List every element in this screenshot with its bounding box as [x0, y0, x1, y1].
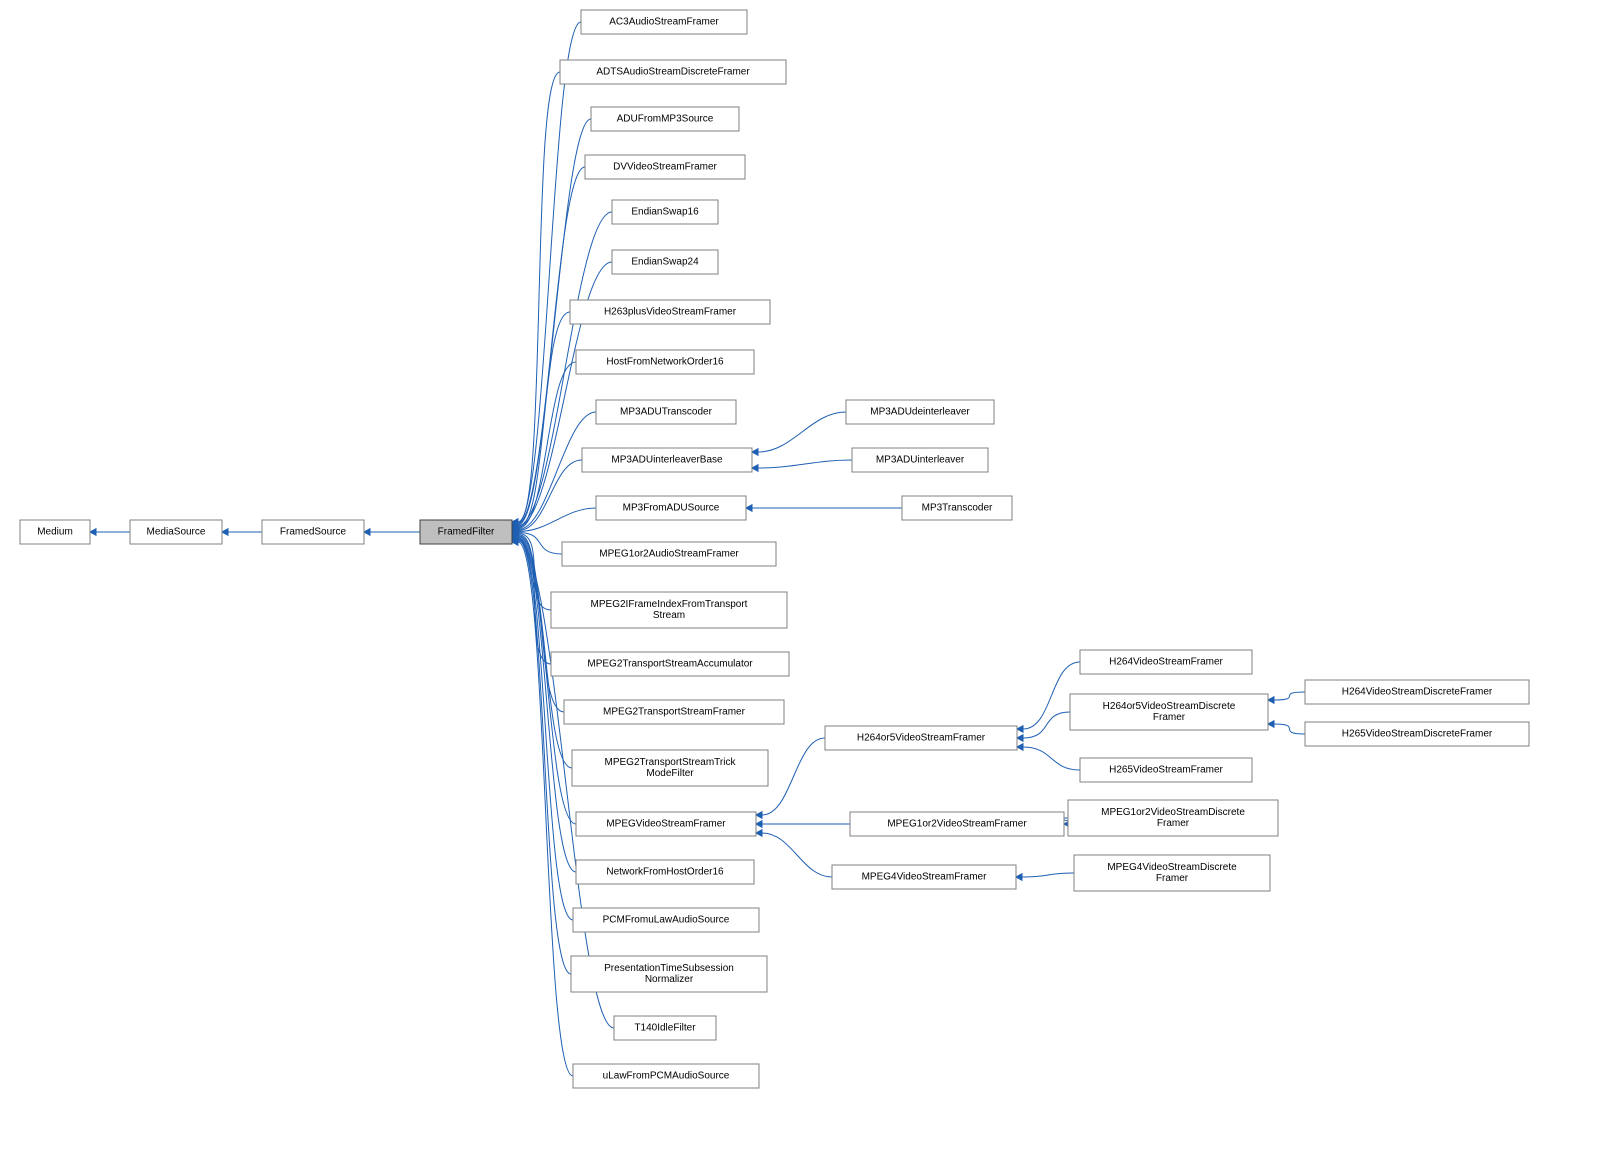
inheritance-arrowhead — [90, 529, 96, 536]
class-node-uLawFromPCMAudioSource[interactable]: uLawFromPCMAudioSource — [573, 1064, 759, 1088]
class-node-FramedSource[interactable]: FramedSource — [262, 520, 364, 544]
inheritance-arrowhead — [222, 529, 228, 536]
class-node-MPEG2TransportStreamTrickModeFilter[interactable]: MPEG2TransportStreamTrickModeFilter — [572, 750, 768, 786]
class-node-T140IdleFilter[interactable]: T140IdleFilter — [614, 1016, 716, 1040]
class-node-H265VideoStreamFramer[interactable]: H265VideoStreamFramer — [1080, 758, 1252, 782]
inheritance-arrowhead — [1017, 726, 1023, 733]
class-node-MP3Transcoder[interactable]: MP3Transcoder — [902, 496, 1012, 520]
inheritance-edge — [518, 167, 585, 525]
class-node-MP3ADUinterleaver[interactable]: MP3ADUinterleaver — [852, 448, 988, 472]
class-node-HostFromNetworkOrder16[interactable]: HostFromNetworkOrder16 — [576, 350, 754, 374]
inheritance-edge — [762, 833, 832, 877]
class-node-FramedFilter[interactable]: FramedFilter — [420, 520, 512, 544]
class-node-H263plusVideoStreamFramer[interactable]: H263plusVideoStreamFramer — [570, 300, 770, 324]
inheritance-arrowhead — [364, 529, 370, 536]
inheritance-edge — [518, 534, 551, 664]
class-node-MPEG1or2VideoStreamDiscreteFramer[interactable]: MPEG1or2VideoStreamDiscreteFramer — [1068, 800, 1278, 836]
class-node-H264VideoStreamFramer[interactable]: H264VideoStreamFramer — [1080, 650, 1252, 674]
class-node-MPEGVideoStreamFramer[interactable]: MPEGVideoStreamFramer — [576, 812, 756, 836]
inheritance-edge — [1274, 724, 1305, 734]
inheritance-graph: Medium MediaSource FramedSource FramedFilte… — [0, 0, 1597, 1149]
inheritance-arrowhead — [746, 505, 752, 512]
class-node-H264or5VideoStreamDiscreteFramer[interactable]: H264or5VideoStreamDiscreteFramer — [1070, 694, 1268, 730]
nodes-layer: Medium MediaSource FramedSource FramedFilte… — [20, 10, 1529, 1088]
class-node-MPEG2TransportStreamAccumulator[interactable]: MPEG2TransportStreamAccumulator — [551, 652, 789, 676]
class-node-AC3AudioStreamFramer[interactable]: AC3AudioStreamFramer — [581, 10, 747, 34]
inheritance-edge — [1023, 712, 1070, 738]
class-node-PCMFromuLawAudioSource[interactable]: PCMFromuLawAudioSource — [573, 908, 759, 932]
class-node-DVVideoStreamFramer[interactable]: DVVideoStreamFramer — [585, 155, 745, 179]
inheritance-edge — [762, 738, 825, 815]
class-node-MPEG4VideoStreamDiscreteFramer[interactable]: MPEG4VideoStreamDiscreteFramer — [1074, 855, 1270, 891]
inheritance-arrowhead — [752, 449, 758, 456]
inheritance-edge — [518, 537, 576, 824]
class-node-MP3ADUdeinterleaver[interactable]: MP3ADUdeinterleaver — [846, 400, 994, 424]
inheritance-arrowhead — [1268, 697, 1274, 704]
class-node-PresentationTimeSubsessionNormalizer[interactable]: PresentationTimeSubsessionNormalizer — [571, 956, 767, 992]
class-node-MP3ADUinterleaverBase[interactable]: MP3ADUinterleaverBase — [582, 448, 752, 472]
class-node-H264VideoStreamDiscreteFramer[interactable]: H264VideoStreamDiscreteFramer — [1305, 680, 1529, 704]
class-node-MPEG2TransportStreamFramer[interactable]: MPEG2TransportStreamFramer — [564, 700, 784, 724]
inheritance-edge — [758, 460, 852, 468]
inheritance-edge — [1022, 873, 1074, 877]
inheritance-arrowhead — [1017, 744, 1023, 751]
inheritance-edge — [758, 412, 846, 452]
class-node-ADTSAudioStreamDiscreteFramer[interactable]: ADTSAudioStreamDiscreteFramer — [560, 60, 786, 84]
class-node-MPEG2IFrameIndexFromTransportStream[interactable]: MPEG2IFrameIndexFromTransportStream — [551, 592, 787, 628]
inheritance-arrowhead — [1016, 874, 1022, 881]
class-node-MediaSource[interactable]: MediaSource — [130, 520, 222, 544]
class-node-MPEG1or2VideoStreamFramer[interactable]: MPEG1or2VideoStreamFramer — [850, 812, 1064, 836]
class-node-ADUFromMP3Source[interactable]: ADUFromMP3Source — [591, 107, 739, 131]
inheritance-edge — [518, 312, 570, 528]
class-node-MP3FromADUSource[interactable]: MP3FromADUSource — [596, 496, 746, 520]
inheritance-arrowhead — [1017, 735, 1023, 742]
inheritance-arrowhead — [756, 821, 762, 828]
class-node-MP3ADUTranscoder[interactable]: MP3ADUTranscoder — [596, 400, 736, 424]
class-node-Medium[interactable]: Medium — [20, 520, 90, 544]
class-node-EndianSwap16[interactable]: EndianSwap16 — [612, 200, 718, 224]
class-node-MPEG4VideoStreamFramer[interactable]: MPEG4VideoStreamFramer — [832, 865, 1016, 889]
inheritance-arrowhead — [1268, 721, 1274, 728]
inheritance-arrowhead — [756, 812, 762, 819]
inheritance-edge — [1023, 747, 1080, 770]
inheritance-edge — [1274, 692, 1305, 700]
class-node-NetworkFromHostOrder16[interactable]: NetworkFromHostOrder16 — [576, 860, 754, 884]
class-node-H265VideoStreamDiscreteFramer[interactable]: H265VideoStreamDiscreteFramer — [1305, 722, 1529, 746]
class-node-H264or5VideoStreamFramer[interactable]: H264or5VideoStreamFramer — [825, 726, 1017, 750]
inheritance-arrowhead — [756, 830, 762, 837]
inheritance-arrowhead — [752, 465, 758, 472]
class-node-MPEG1or2AudioStreamFramer[interactable]: MPEG1or2AudioStreamFramer — [562, 542, 776, 566]
class-node-EndianSwap24[interactable]: EndianSwap24 — [612, 250, 718, 274]
